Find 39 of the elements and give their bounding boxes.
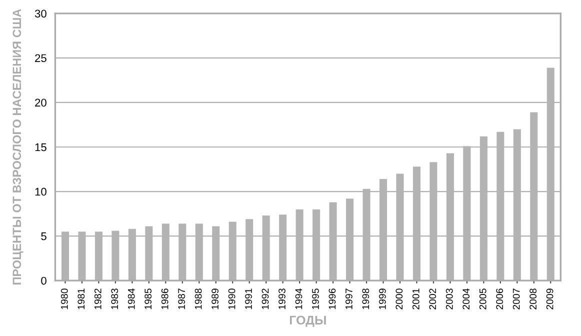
x-tick-label: 1985 xyxy=(144,288,152,310)
x-tick-label: 1983 xyxy=(111,288,118,310)
x-tick-label: 1997 xyxy=(346,288,352,310)
x-tick-label: 1992 xyxy=(262,288,269,310)
x-tick-label: 2000 xyxy=(396,288,403,310)
x-tick-label: 2007 xyxy=(512,288,520,310)
y-tick-label: 10 xyxy=(35,188,46,196)
x-tick-label: 1999 xyxy=(378,288,386,310)
x-tick-label: 1989 xyxy=(212,288,218,310)
y-tick-label: 20 xyxy=(35,98,46,107)
y-tick-label: 5 xyxy=(41,232,46,240)
x-tick-label: 1987 xyxy=(178,288,186,310)
x-tick-label: 2003 xyxy=(446,288,453,310)
x-tick-label: 1980 xyxy=(60,288,68,310)
x-tick-label: 2004 xyxy=(462,288,470,310)
x-tick-label: 1981 xyxy=(78,288,85,310)
x-tick-label: 1986 xyxy=(161,288,168,310)
x-tick-label: 2008 xyxy=(530,288,536,310)
x-tick-label: 1995 xyxy=(312,288,319,310)
x-tick-label: 1982 xyxy=(94,288,102,310)
x-tick-label: 2001 xyxy=(412,288,420,310)
x-tick-label: 1988 xyxy=(194,288,202,310)
y-tick-label: 25 xyxy=(35,54,46,62)
x-tick-label: 1994 xyxy=(295,288,302,310)
y-tick-label: 0 xyxy=(41,276,46,285)
x-tick-label: 2006 xyxy=(496,288,504,310)
x-tick-label: 2009 xyxy=(546,288,554,310)
x-tick-label: 1996 xyxy=(328,288,336,310)
x-tick-label: 1991 xyxy=(245,288,252,310)
x-tick-label: 2005 xyxy=(479,288,486,310)
x-tick-label: 1990 xyxy=(228,288,236,310)
x-tick-label: 1998 xyxy=(362,288,370,310)
x-axis-title: ГОДЫ xyxy=(290,316,326,327)
y-tick-label: 30 xyxy=(34,10,46,18)
x-tick-label: 1984 xyxy=(128,288,135,310)
y-axis-title: ПРОЦЕНТЫ ОТ ВЗРОСЛОГО НАСЕЛЕНИЯ США xyxy=(12,9,24,284)
y-tick-label: 15 xyxy=(35,143,46,152)
x-tick-label: 1993 xyxy=(278,288,286,310)
x-tick-label: 2002 xyxy=(429,288,436,310)
